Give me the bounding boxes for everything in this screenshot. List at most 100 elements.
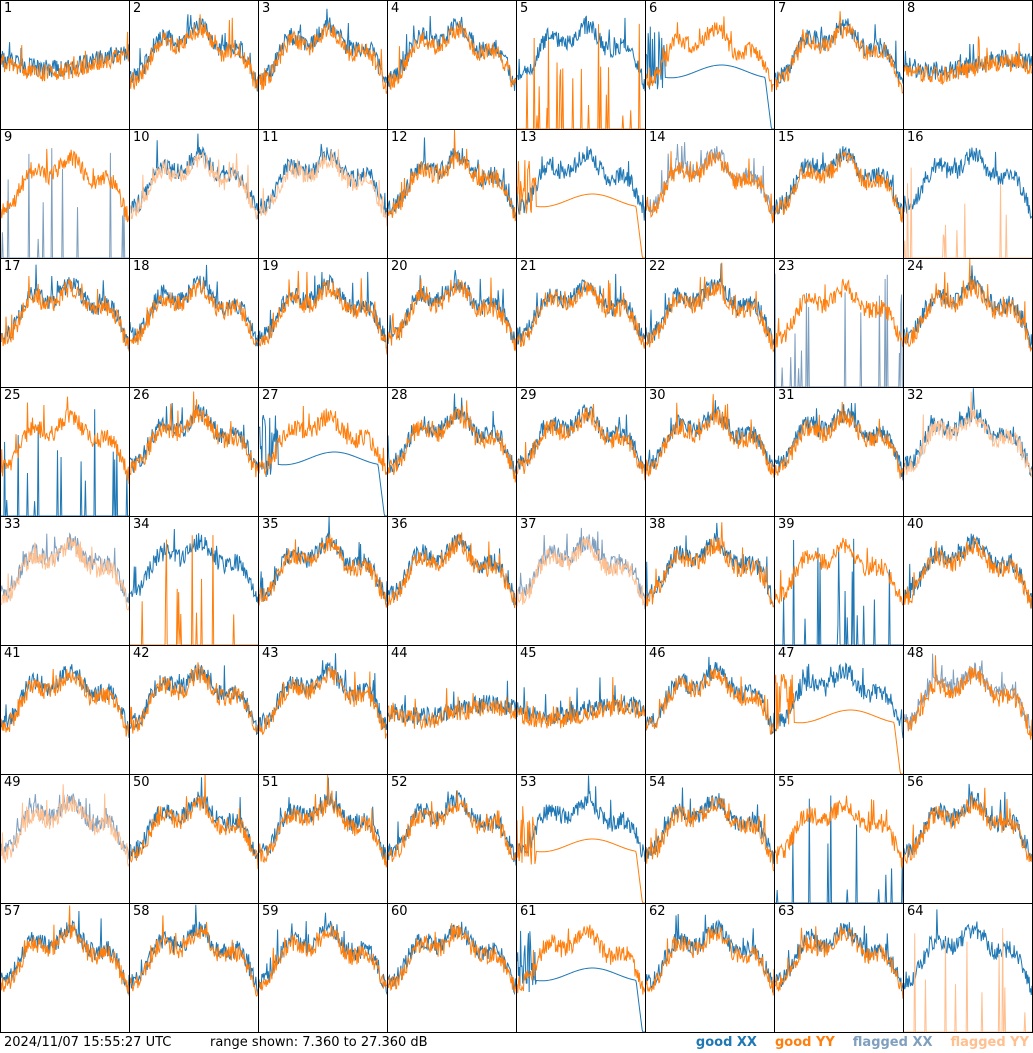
panel-6: 6 <box>646 1 775 130</box>
series-yy-panel-56 <box>904 788 1032 864</box>
panel-57: 57 <box>1 904 130 1033</box>
panel-plot-50 <box>130 775 258 903</box>
series-xx-panel-32 <box>904 388 1032 475</box>
panel-28: 28 <box>388 388 517 517</box>
series-yy-panel-46 <box>646 669 774 734</box>
series-yy-panel-36 <box>388 533 516 609</box>
series-xx-panel-16 <box>904 148 1032 219</box>
panel-32: 32 <box>904 388 1033 517</box>
panel-number: 27 <box>262 388 279 403</box>
panel-plot-8 <box>904 1 1032 129</box>
panel-42: 42 <box>130 646 259 775</box>
panel-plot-61 <box>517 904 645 1032</box>
panel-plot-35 <box>259 517 387 645</box>
panel-plot-47 <box>775 646 903 774</box>
panel-13: 13 <box>517 130 646 259</box>
panel-number: 12 <box>391 130 408 145</box>
panel-number: 17 <box>4 259 21 274</box>
series-xx-panel-54 <box>646 788 774 864</box>
series-yy-panel-15 <box>775 151 903 222</box>
series-yy-panel-11 <box>259 149 387 226</box>
panel-40: 40 <box>904 517 1033 646</box>
panel-plot-39 <box>775 517 903 645</box>
panel-plot-1 <box>1 1 129 129</box>
series-xx-panel-38 <box>646 523 774 607</box>
panel-number: 63 <box>778 904 795 919</box>
series-yy-panel-32 <box>904 392 1032 478</box>
panel-plot-11 <box>259 130 387 258</box>
panel-number: 22 <box>649 259 666 274</box>
panel-35: 35 <box>259 517 388 646</box>
panel-9: 9 <box>1 130 130 259</box>
panel-number: 55 <box>778 775 795 790</box>
series-xx-panel-31 <box>775 403 903 481</box>
panel-plot-46 <box>646 646 774 774</box>
panel-plot-58 <box>130 904 258 1032</box>
series-xx-panel-64 <box>904 909 1032 995</box>
panel-number: 30 <box>649 388 666 403</box>
series-xx-panel-28 <box>388 393 516 475</box>
panel-24: 24 <box>904 259 1033 388</box>
panel-number: 32 <box>907 388 924 403</box>
panel-55: 55 <box>775 775 904 904</box>
series-yy-panel-31 <box>775 402 903 479</box>
panel-plot-54 <box>646 775 774 903</box>
series-xx-panel-53 <box>517 776 645 862</box>
series-yy-panel-21 <box>517 280 645 348</box>
panel-number: 26 <box>133 388 150 403</box>
panel-43: 43 <box>259 646 388 775</box>
panel-plot-2 <box>130 1 258 129</box>
series-yy-panel-47 <box>775 674 903 774</box>
panel-number: 33 <box>4 517 21 532</box>
panel-number: 52 <box>391 775 408 790</box>
legend-good-xx: good XX <box>695 1035 757 1050</box>
series-xx-panel-21 <box>517 274 645 345</box>
panel-7: 7 <box>775 1 904 130</box>
panel-number: 57 <box>4 904 21 919</box>
panel-plot-64 <box>904 904 1032 1032</box>
panel-17: 17 <box>1 259 130 388</box>
series-xx-panel-37 <box>517 528 645 609</box>
series-yy-panel-30 <box>646 394 774 478</box>
panel-plot-48 <box>904 646 1032 774</box>
series-yy-panel-27 <box>259 406 387 475</box>
panel-11: 11 <box>259 130 388 259</box>
series-yy-panel-28 <box>388 400 516 482</box>
series-xx-panel-20 <box>388 270 516 349</box>
panel-62: 62 <box>646 904 775 1033</box>
panel-44: 44 <box>388 646 517 775</box>
timestamp: 2024/11/07 15:55:27 UTC <box>4 1035 172 1050</box>
panel-37: 37 <box>517 517 646 646</box>
panel-number: 6 <box>649 1 658 16</box>
series-yy-panel-33 <box>1 538 129 610</box>
panel-61: 61 <box>517 904 646 1033</box>
panel-number: 39 <box>778 517 795 532</box>
series-yy-panel-59 <box>259 926 387 991</box>
panel-number: 29 <box>520 388 537 403</box>
panel-51: 51 <box>259 775 388 904</box>
series-yy-panel-63 <box>775 926 903 999</box>
series-yy-panel-51 <box>259 775 387 867</box>
panel-plot-17 <box>1 259 129 387</box>
panel-number: 54 <box>649 775 666 790</box>
panel-number: 15 <box>778 130 795 145</box>
panel-number: 53 <box>520 775 537 790</box>
legend-flagged-yy: flagged YY <box>950 1035 1030 1050</box>
series-yy-panel-42 <box>130 662 258 733</box>
panel-number: 56 <box>907 775 924 790</box>
panel-number: 11 <box>262 130 279 145</box>
panel-59: 59 <box>259 904 388 1033</box>
series-yy-panel-1 <box>1 32 129 81</box>
series-yy-panel-54 <box>646 797 774 871</box>
panel-number: 60 <box>391 904 408 919</box>
series-yy-panel-61 <box>517 925 645 995</box>
series-xx-panel-5 <box>517 16 645 91</box>
series-yy-panel-40 <box>904 538 1032 609</box>
series-yy-panel-12 <box>388 130 516 221</box>
panel-46: 46 <box>646 646 775 775</box>
series-yy-panel-26 <box>130 392 258 478</box>
series-yy-panel-64 <box>904 928 1032 1032</box>
panel-number: 62 <box>649 904 666 919</box>
series-yy-panel-9 <box>1 149 129 222</box>
panel-number: 31 <box>778 388 795 403</box>
